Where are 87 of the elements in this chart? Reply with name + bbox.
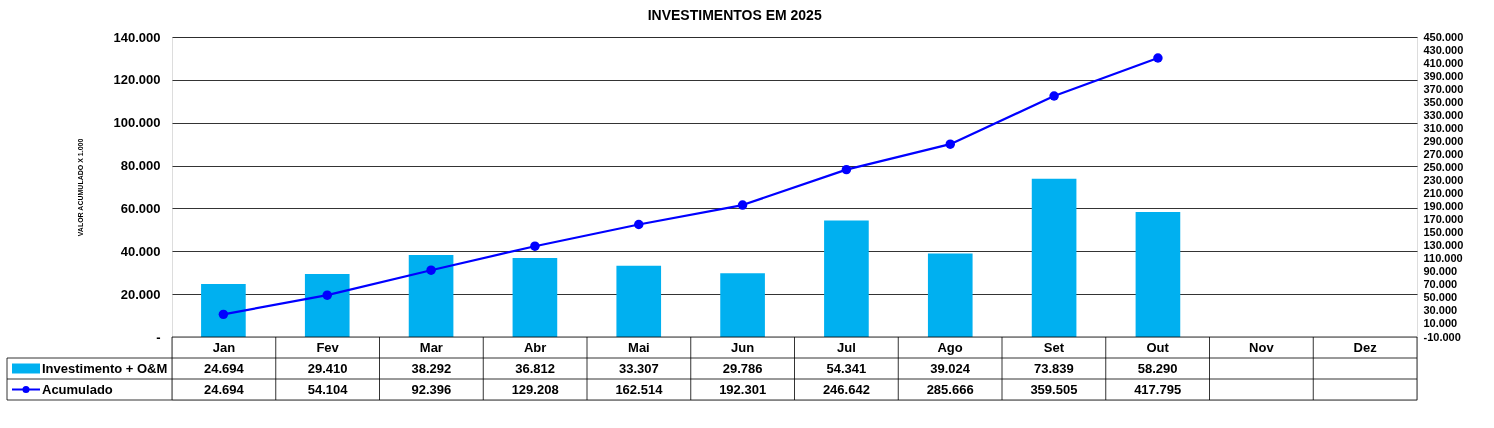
x-tick-label: Jul (836, 339, 856, 355)
y2-tick-label: 350.000 (1423, 95, 1464, 108)
bar (616, 265, 662, 337)
y-tick-label: 100.000 (113, 115, 161, 131)
y-tick-label: 40.000 (120, 243, 161, 259)
y2-tick-label: 270.000 (1423, 147, 1464, 160)
y-tick-label: 20.000 (120, 286, 161, 302)
x-tick-label: Set (1043, 339, 1065, 355)
bar (1031, 178, 1077, 337)
bar (408, 254, 454, 337)
data-label: 39.024 (930, 360, 971, 376)
x-tick-label: Jun (731, 339, 755, 355)
y-tick-label: 120.000 (113, 72, 161, 88)
data-label: 246.642 (822, 381, 870, 397)
y2-tick-label: 230.000 (1423, 173, 1464, 186)
bar (304, 273, 350, 337)
point (634, 219, 644, 230)
x-tick-label: Mar (419, 339, 443, 355)
y2-tick-label: 290.000 (1423, 134, 1464, 147)
y2-tick-label: 410.000 (1423, 56, 1464, 69)
y2-tick-label: 130.000 (1423, 239, 1464, 252)
y2-tick-label: 170.000 (1423, 213, 1464, 226)
point (945, 139, 955, 149)
bar (512, 258, 558, 337)
data-label: 29.410 (307, 360, 348, 376)
data-label: 36.812 (515, 360, 556, 376)
data-label: 285.666 (926, 381, 974, 397)
point (426, 265, 436, 275)
bar (824, 220, 869, 337)
y-tick-label: 80.000 (120, 158, 161, 174)
y2-tick-label: 210.000 (1423, 187, 1464, 200)
data-label: 24.694 (203, 381, 245, 397)
data-label: 54.341 (826, 360, 867, 376)
legend-label: Acumulado (42, 381, 113, 397)
point (322, 290, 332, 300)
y2-tick-label: 370.000 (1423, 82, 1464, 95)
y2-tick-label: 150.000 (1423, 226, 1464, 239)
y2-tick-label: 190.000 (1423, 200, 1464, 213)
y2-tick-label: 70.000 (1423, 278, 1458, 291)
y-tick-label: 60.000 (120, 200, 161, 216)
y2-tick-label: 90.000 (1423, 265, 1458, 278)
data-label: 92.396 (411, 381, 452, 397)
point (841, 164, 852, 175)
data-label: 29.786 (722, 360, 763, 376)
bar (927, 253, 973, 337)
y-tick-label: 140.000 (113, 29, 161, 45)
data-label: 33.307 (618, 360, 659, 376)
y2-tick-label: 450.000 (1423, 30, 1464, 43)
y2-tick-label: 390.000 (1423, 69, 1464, 82)
bar (201, 284, 246, 337)
y2-tick-label: 310.000 (1423, 121, 1464, 134)
data-label: 162.514 (615, 381, 664, 397)
y2-tick-label: 110.000 (1423, 252, 1463, 265)
y2-tick-label: 330.000 (1423, 108, 1464, 121)
bar (1135, 212, 1181, 337)
y2-tick-label: 250.000 (1423, 160, 1464, 173)
y2-tick-label: 30.000 (1423, 304, 1458, 317)
data-label: 417.795 (1134, 381, 1182, 397)
x-tick-label: Nov (1249, 339, 1275, 355)
y2-tick-label: 50.000 (1423, 291, 1458, 304)
x-tick-label: Ago (937, 339, 963, 355)
x-tick-label: Abr (523, 339, 547, 355)
data-label: 192.301 (719, 381, 767, 397)
x-tick-label: Out (1146, 339, 1170, 355)
data-label: 359.505 (1030, 381, 1078, 397)
point (1153, 53, 1163, 63)
data-label: 58.290 (1137, 360, 1178, 376)
x-tick-label: Mai (628, 339, 650, 355)
data-label: 129.208 (511, 381, 559, 397)
data-label: 24.694 (203, 360, 245, 376)
data-label: 38.292 (411, 360, 452, 376)
point (1049, 91, 1059, 101)
point (530, 241, 540, 251)
point (737, 200, 748, 210)
x-tick-label: Jan (212, 339, 236, 355)
chart-title: INVESTIMENTOS EM 2025 (647, 6, 822, 23)
point (218, 309, 229, 320)
x-tick-label: Dez (1353, 339, 1378, 355)
y-tick-label: - (156, 329, 161, 345)
data-label: 73.839 (1033, 360, 1074, 376)
y2-tick-label: 10.000 (1423, 317, 1458, 330)
y2-tick-label: 430.000 (1423, 43, 1464, 56)
bar (720, 273, 765, 337)
data-label: 54.104 (307, 381, 349, 397)
legend-label: Investimento + O&M (42, 360, 168, 376)
y2-tick-label: -10.000 (1423, 330, 1461, 343)
x-tick-label: Fev (316, 339, 340, 355)
